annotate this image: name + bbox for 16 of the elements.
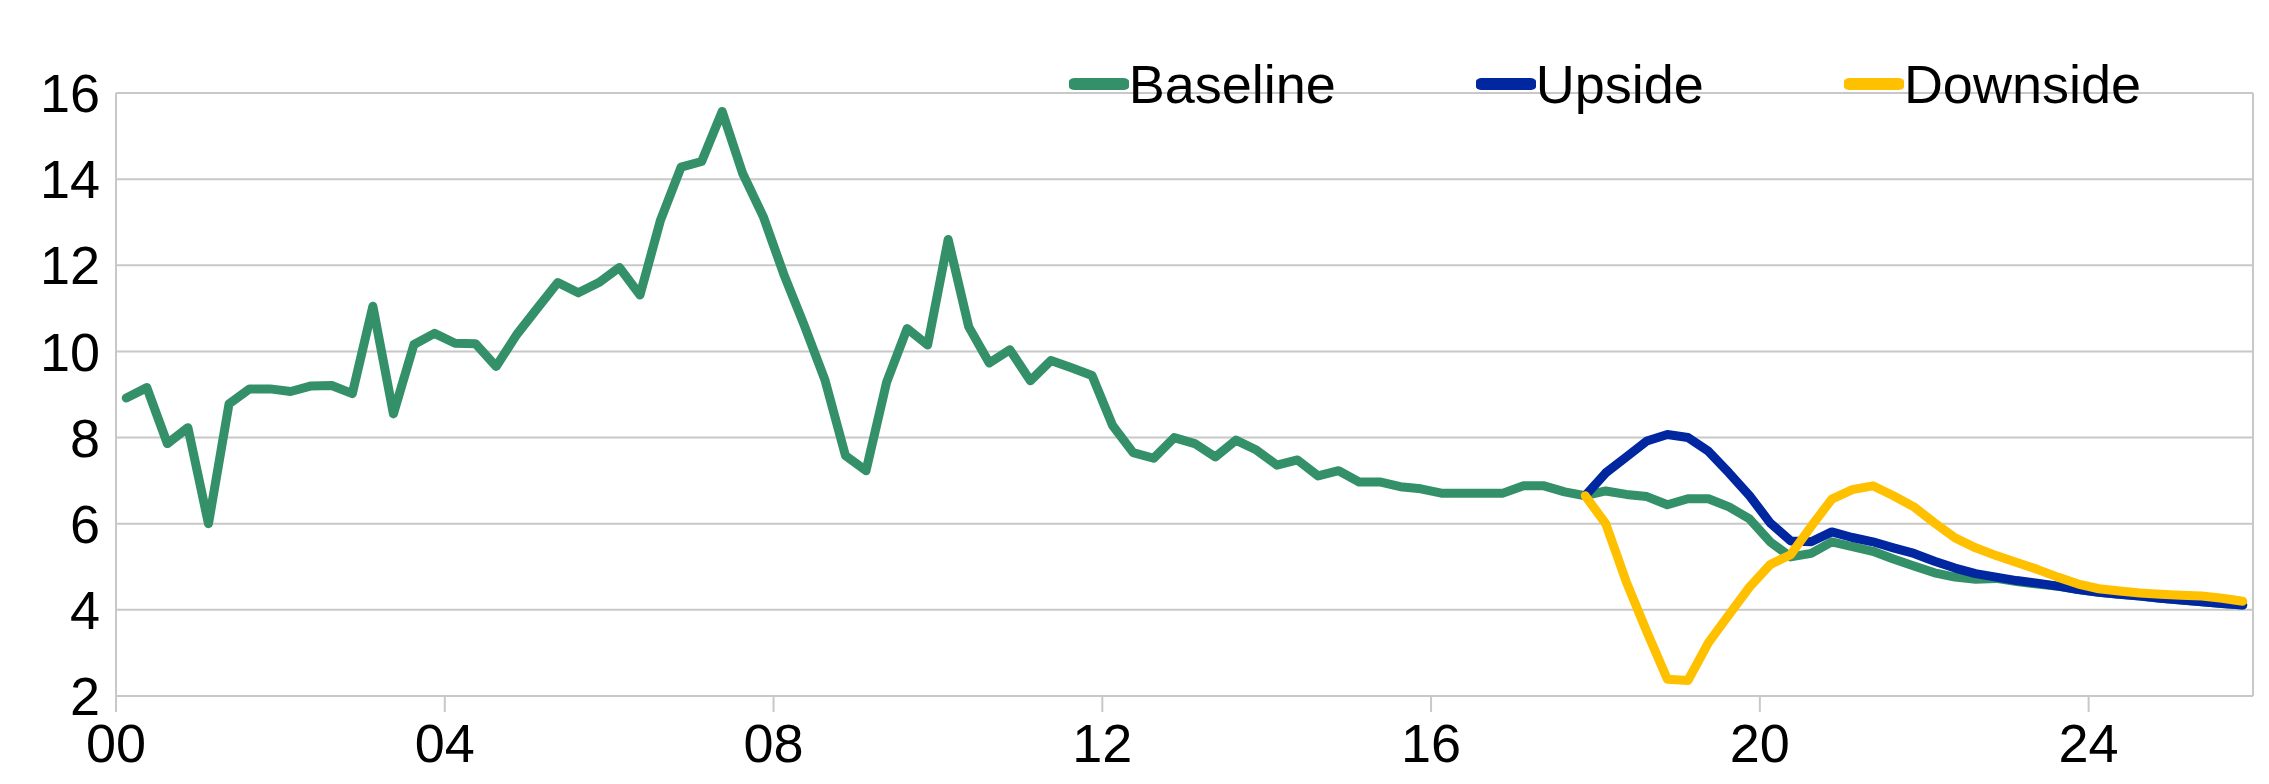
x-tick-label: 16 xyxy=(1401,713,1462,774)
legend-label: Downside xyxy=(1903,53,2141,115)
y-tick-label: 6 xyxy=(69,493,100,554)
x-tick-label: 24 xyxy=(2058,713,2119,774)
y-tick-label: 14 xyxy=(39,149,100,210)
y-tick-label: 12 xyxy=(39,235,100,296)
y-tick-label: 8 xyxy=(69,407,100,468)
x-tick-label: 04 xyxy=(414,713,475,774)
legend-label: Upside xyxy=(1535,53,1704,115)
y-tick-label: 16 xyxy=(39,63,100,124)
x-tick-label: 20 xyxy=(1729,713,1790,774)
x-tick-label: 12 xyxy=(1072,713,1133,774)
y-tick-label: 10 xyxy=(39,321,100,382)
x-tick-label: 08 xyxy=(743,713,804,774)
y-tick-label: 4 xyxy=(69,580,100,641)
legend-label: Baseline xyxy=(1128,53,1336,115)
